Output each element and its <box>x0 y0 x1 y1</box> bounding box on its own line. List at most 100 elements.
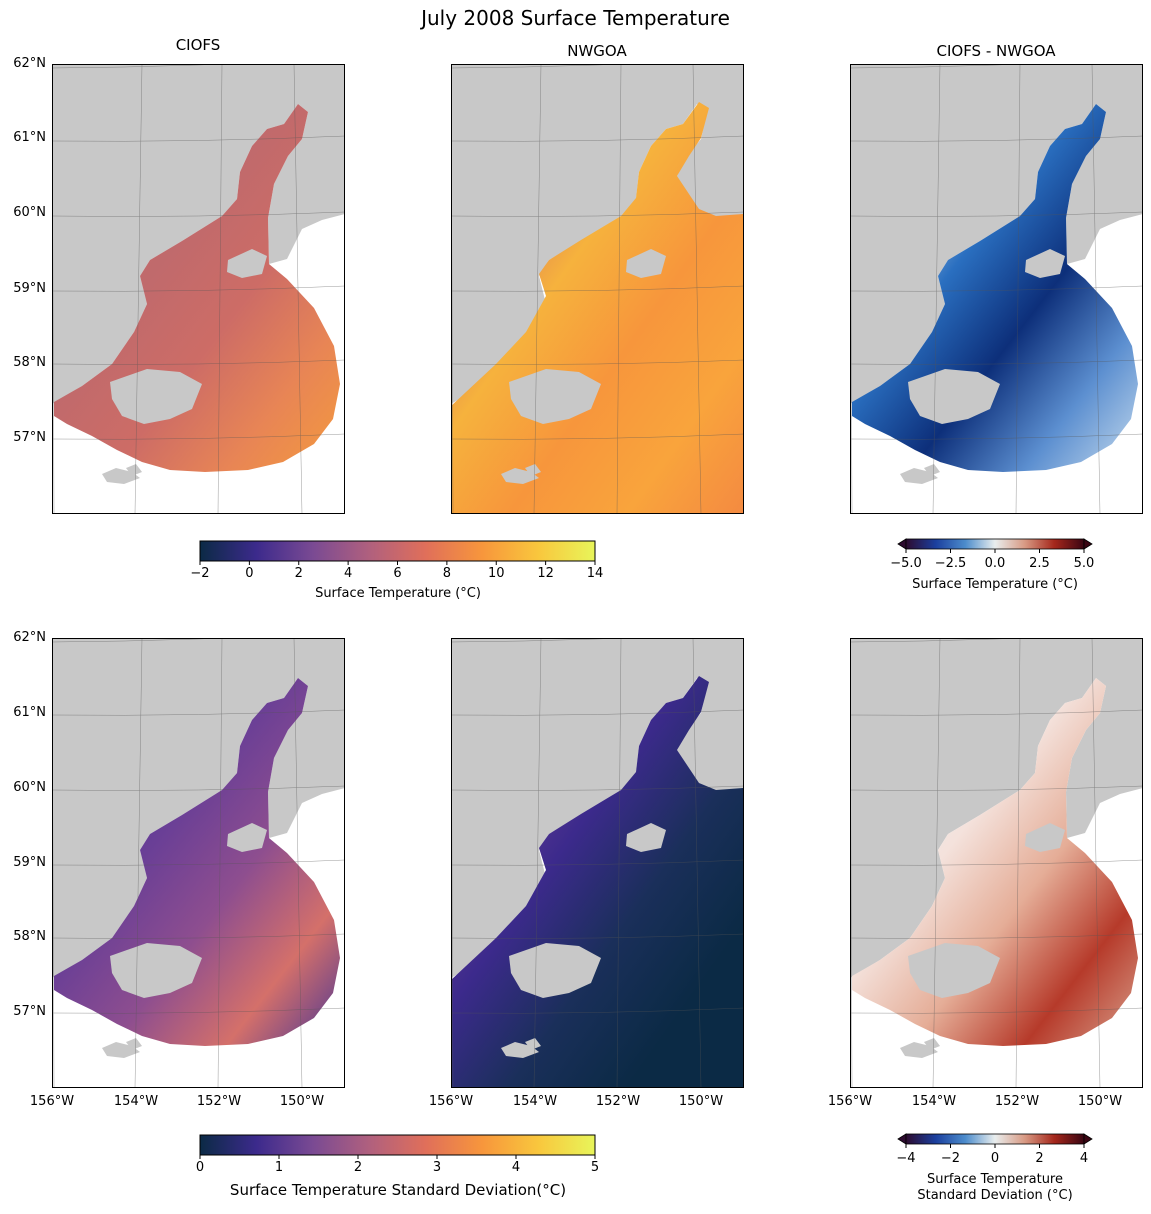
meridian-line <box>533 64 542 514</box>
parallel-line <box>850 135 1143 142</box>
colorbar-tick-label: 5 <box>590 1160 600 1175</box>
map-frame <box>850 638 1143 1088</box>
lon-tick: 150°W <box>279 1094 325 1109</box>
map-diff-mean-temp <box>850 64 1143 514</box>
lon-tick: 150°W <box>678 1094 724 1109</box>
map-diff-std-temp <box>850 638 1143 1088</box>
meridian-line <box>134 64 143 514</box>
colorbar-tick-label: 4 <box>511 1160 521 1175</box>
map-frame <box>52 638 345 1088</box>
lat-tick: 58°N <box>13 929 46 944</box>
parallel-line <box>451 433 744 440</box>
colorbar-tick-label: −4 <box>896 1151 916 1166</box>
colorbar-tick-label: 0.0 <box>984 556 1006 571</box>
land-kodiak-island <box>908 369 1000 424</box>
land-kenai-peninsula <box>227 823 267 852</box>
colorbar-tick-label: −2 <box>190 566 210 581</box>
parallel-line <box>850 211 1143 217</box>
colorbar-tick-label: 2 <box>294 566 303 581</box>
colorbar-tick-label: 6 <box>393 566 402 581</box>
colorbar-tick-label: −2.5 <box>934 556 967 571</box>
meridian-line <box>932 64 941 514</box>
land-kenai-peninsula <box>227 249 267 278</box>
map-nwgoa-std-temp <box>451 638 744 1088</box>
parallel-line <box>850 433 1143 440</box>
land-small-island <box>126 464 142 476</box>
parallel-line <box>52 933 345 939</box>
colorbar-tick-label: 2 <box>353 1160 363 1175</box>
lon-tick: 150°W <box>1077 1094 1123 1109</box>
parallel-line <box>52 285 345 292</box>
meridian-line <box>932 638 941 1088</box>
map-frame <box>52 64 345 514</box>
colorbar-tick-label: 3 <box>432 1160 442 1175</box>
land-kenai-peninsula <box>626 823 666 852</box>
land-mass-west <box>52 64 345 404</box>
map-nwgoa-mean-temp <box>451 64 744 514</box>
parallel-line <box>850 709 1143 716</box>
panel-title-diff: CIOFS - NWGOA <box>936 42 1056 60</box>
map-frame <box>451 64 744 514</box>
lat-tick: 62°N <box>13 630 46 645</box>
colorbar-tick-label: 5.0 <box>1073 556 1095 571</box>
parallel-line <box>451 135 744 142</box>
map-frame <box>850 64 1143 514</box>
meridian-line <box>293 638 303 1088</box>
land-small-island <box>525 464 541 476</box>
map-ciofs-std-temp <box>52 638 345 1088</box>
meridian-line <box>293 64 303 514</box>
meridian-line <box>1091 64 1101 514</box>
land-mass-west <box>52 638 345 978</box>
lat-tick: 60°N <box>13 780 46 795</box>
lon-tick: 152°W <box>196 1094 242 1109</box>
lat-tick: 57°N <box>13 1004 46 1019</box>
land-small-island <box>525 1038 541 1050</box>
land-kenai-peninsula <box>1025 249 1065 278</box>
colorbar-tick-label: 10 <box>487 566 505 581</box>
colorbar-tick-label: 0 <box>990 1151 1000 1166</box>
parallel-line <box>850 1007 1143 1014</box>
lon-tick: 156°W <box>827 1094 873 1109</box>
lat-tick: 60°N <box>13 205 46 220</box>
meridian-line <box>1015 64 1021 514</box>
lon-tick: 152°W <box>994 1094 1040 1109</box>
map-ciofs-mean-temp <box>52 64 345 514</box>
parallel-line <box>52 1007 345 1014</box>
land-small-island <box>126 1038 142 1050</box>
lat-tick: 57°N <box>13 430 46 445</box>
graticule <box>850 638 1143 1088</box>
meridian-line <box>533 638 542 1088</box>
colorbar-tick-label: −5.0 <box>890 556 922 571</box>
parallel-line <box>451 359 744 365</box>
parallel-line <box>52 211 345 217</box>
land-mass-west <box>850 638 1143 978</box>
land-mass-west <box>451 64 744 404</box>
land-small-island <box>924 464 940 476</box>
parallel-line <box>451 709 744 716</box>
land-mass-west <box>451 638 744 978</box>
lon-tick: 156°W <box>29 1094 75 1109</box>
colorbar-tick-label: 0 <box>195 1160 205 1175</box>
panel-title-nwgoa: NWGOA <box>567 42 627 60</box>
parallel-line <box>850 933 1143 939</box>
parallel-line <box>451 1007 744 1014</box>
meridian-line <box>1091 638 1101 1088</box>
colorbar-tick-label: 2.5 <box>1029 556 1050 571</box>
parallel-line <box>52 709 345 716</box>
figure-title: July 2008 Surface Temperature <box>421 6 730 30</box>
graticule <box>52 638 345 1088</box>
lon-tick: 156°W <box>428 1094 474 1109</box>
lon-tick: 154°W <box>911 1094 957 1109</box>
parallel-line <box>52 859 345 866</box>
colorbar-tick-label: 8 <box>442 566 452 581</box>
lat-tick: 61°N <box>13 130 46 145</box>
meridian-line <box>217 638 223 1088</box>
lat-tick: 58°N <box>13 355 46 370</box>
colorbar-tick-label: 12 <box>537 566 554 581</box>
land-kodiak-island <box>509 369 601 424</box>
lat-tick: 59°N <box>13 281 46 296</box>
colorbar-tick-label: −2 <box>940 1151 961 1166</box>
meridian-line <box>1015 638 1021 1088</box>
colorbar-tick-label: 0 <box>245 566 254 581</box>
land-mass-west <box>850 64 1143 404</box>
